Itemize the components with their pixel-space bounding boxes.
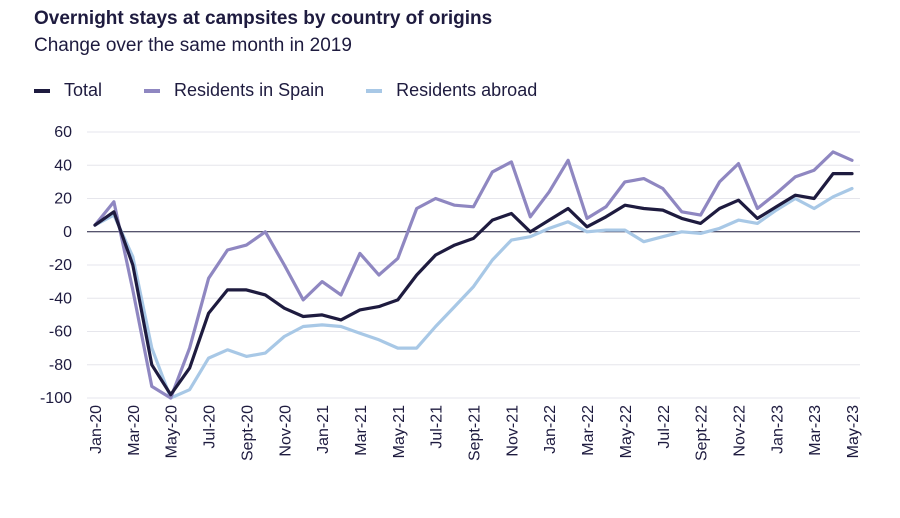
x-tick-label: Mar-23 bbox=[807, 405, 824, 456]
x-tick-label: Sept-21 bbox=[467, 405, 484, 461]
y-tick-label: 0 bbox=[63, 224, 72, 241]
y-tick-label: -60 bbox=[49, 324, 72, 341]
series-line-total bbox=[93, 172, 854, 397]
x-tick-label: Jan-22 bbox=[542, 405, 559, 454]
chart-legend: Total Residents in Spain Residents abroa… bbox=[34, 80, 579, 101]
y-tick-label: -40 bbox=[49, 290, 72, 307]
series-line-residents-in-spain bbox=[93, 150, 854, 400]
x-tick-label: Mar-22 bbox=[580, 405, 597, 456]
legend-item-total: Total bbox=[34, 80, 102, 101]
x-tick-label: Jan-20 bbox=[88, 405, 105, 454]
y-tick-label: 20 bbox=[54, 191, 72, 208]
y-tick-label: 40 bbox=[54, 157, 72, 174]
legend-swatch-residents-in-spain bbox=[144, 88, 161, 93]
chart-title: Overnight stays at campsites by country … bbox=[34, 8, 493, 29]
x-tick-label: Jan-21 bbox=[315, 405, 332, 454]
legend-label-residents-abroad: Residents abroad bbox=[396, 80, 538, 100]
legend-item-residents-in-spain: Residents in Spain bbox=[144, 80, 324, 101]
x-tick-label: May-22 bbox=[618, 405, 635, 458]
x-tick-label: Jul-20 bbox=[202, 405, 219, 449]
legend-swatch-total bbox=[34, 88, 50, 93]
y-tick-label: -100 bbox=[40, 390, 72, 407]
x-tick-label: Jan-23 bbox=[769, 405, 786, 454]
y-tick-label: -80 bbox=[49, 357, 72, 374]
x-tick-label: May-20 bbox=[164, 405, 181, 458]
x-tick-label: Nov-20 bbox=[277, 405, 294, 457]
x-tick-label: Sept-20 bbox=[239, 405, 256, 461]
legend-label-residents-in-spain: Residents in Spain bbox=[174, 80, 325, 100]
series-line-residents-abroad bbox=[93, 186, 854, 400]
x-tick-label: Sept-22 bbox=[694, 405, 711, 461]
x-tick-label: Mar-20 bbox=[126, 405, 143, 456]
legend-item-residents-abroad: Residents abroad bbox=[366, 80, 537, 101]
x-tick-label: May-23 bbox=[845, 405, 862, 458]
x-tick-label: Jul-22 bbox=[656, 405, 673, 449]
x-tick-label: Mar-21 bbox=[353, 405, 370, 456]
y-tick-label: -20 bbox=[49, 257, 72, 274]
x-tick-label: May-21 bbox=[391, 405, 408, 458]
x-tick-label: Jul-21 bbox=[429, 405, 446, 449]
chart-subtitle: Change over the same month in 2019 bbox=[34, 35, 352, 56]
legend-label-total: Total bbox=[64, 80, 103, 100]
legend-swatch-residents-abroad bbox=[366, 88, 383, 93]
y-tick-label: 60 bbox=[54, 124, 72, 141]
x-tick-label: Nov-21 bbox=[504, 405, 521, 457]
x-tick-label: Nov-22 bbox=[731, 405, 748, 457]
